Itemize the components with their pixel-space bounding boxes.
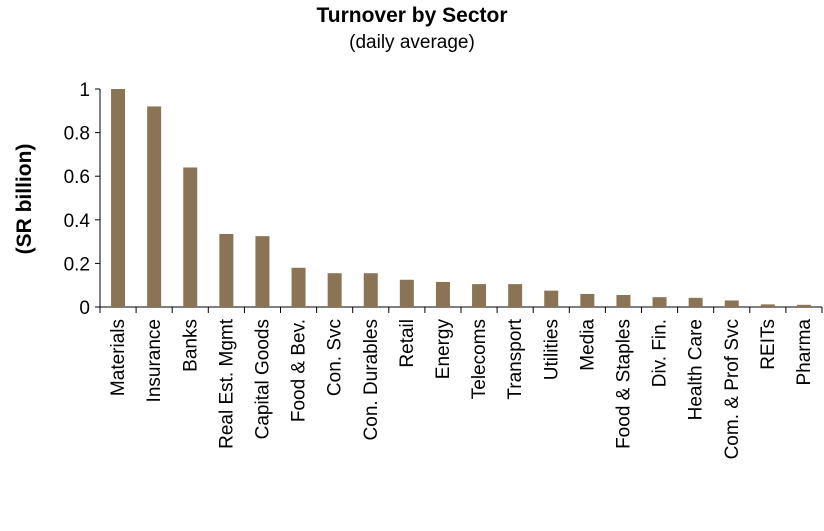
bar [580, 293, 595, 307]
bar [399, 279, 414, 307]
bar [724, 300, 739, 307]
y-tick-label: 0.6 [64, 167, 90, 188]
bar [291, 267, 306, 307]
x-tick-labels: Materials Insurance Banks Real Est. Mgmt Cap… [108, 318, 815, 459]
bar [472, 284, 487, 307]
x-tick-label: Food & Staples [613, 319, 634, 449]
y-tick-labels: 0 0.2 0.4 0.6 0.8 1 [64, 80, 91, 319]
x-tick-label: Insurance [144, 319, 165, 402]
x-tick-label: Pharma [794, 319, 815, 386]
x-tick-label: Real Est. Mgmt [216, 318, 237, 449]
chart-axes [95, 88, 823, 313]
bar [616, 295, 631, 307]
x-tick-label: Con. Durables [361, 319, 382, 440]
bar [183, 167, 198, 307]
x-tick-label: Transport [505, 318, 526, 399]
x-tick-label: Retail [397, 319, 418, 368]
x-tick-label: Media [577, 319, 598, 371]
x-tick-label: REITs [758, 319, 779, 370]
bar-series [111, 89, 811, 307]
y-tick-label: 0.4 [64, 211, 91, 232]
y-tick-label: 1 [79, 80, 90, 101]
bar [255, 236, 270, 307]
x-tick-label: Con. Svc [325, 319, 346, 396]
x-tick-label: Banks [180, 319, 201, 372]
x-tick-label: Div. Fin. [650, 319, 671, 387]
x-tick-label: Energy [433, 319, 454, 380]
bar [219, 233, 234, 307]
bar [652, 297, 667, 307]
y-tick-label: 0.8 [64, 124, 90, 145]
bar [111, 89, 126, 307]
bar [147, 106, 162, 307]
x-tick-label: Com. & Prof Svc [722, 319, 743, 459]
x-tick-label: Food & Bev. [289, 319, 310, 422]
bar [796, 304, 811, 307]
bar [688, 297, 703, 307]
chart-subtitle: (daily average) [349, 32, 475, 53]
y-tick-label: 0.2 [64, 254, 90, 275]
x-tick-label: Utilities [541, 319, 562, 380]
x-tick-label: Materials [108, 319, 129, 396]
x-tick-label: Capital Goods [252, 319, 273, 439]
y-tick-label: 0 [79, 298, 90, 319]
bar [544, 290, 559, 307]
x-tick-label: Health Care [686, 319, 707, 420]
chart-title: Turnover by Sector [316, 4, 508, 27]
y-axis-label: (SR billion) [13, 144, 36, 255]
bar [760, 304, 775, 307]
bar [435, 281, 450, 307]
bar [327, 273, 342, 307]
bar [508, 284, 523, 307]
bar [363, 273, 378, 307]
x-tick-label: Telecoms [469, 319, 490, 399]
